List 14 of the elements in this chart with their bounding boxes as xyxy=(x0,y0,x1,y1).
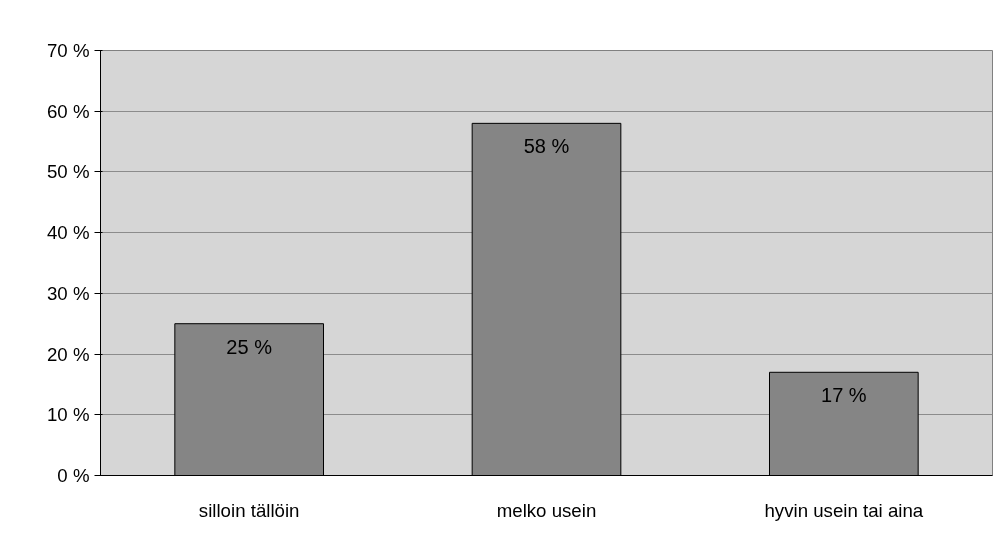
y-tick-label: 50 % xyxy=(46,161,90,183)
x-tick-label: silloin tällöin xyxy=(198,499,300,521)
x-tick-label: hyvin usein tai aina xyxy=(764,499,924,521)
y-tick-label: 70 % xyxy=(46,40,90,61)
x-tick-label: melko usein xyxy=(496,499,597,521)
y-tick-label: 10 % xyxy=(46,404,90,426)
y-tick-label: 0 % xyxy=(57,465,90,486)
data-label: 58 % xyxy=(523,135,570,158)
y-tick-label: 30 % xyxy=(46,282,90,304)
y-tick-label: 60 % xyxy=(46,100,90,122)
data-label: 17 % xyxy=(821,384,867,407)
y-tick-label: 20 % xyxy=(46,343,90,365)
y-tick-label: 40 % xyxy=(46,222,90,244)
data-label: 25 % xyxy=(226,335,273,358)
